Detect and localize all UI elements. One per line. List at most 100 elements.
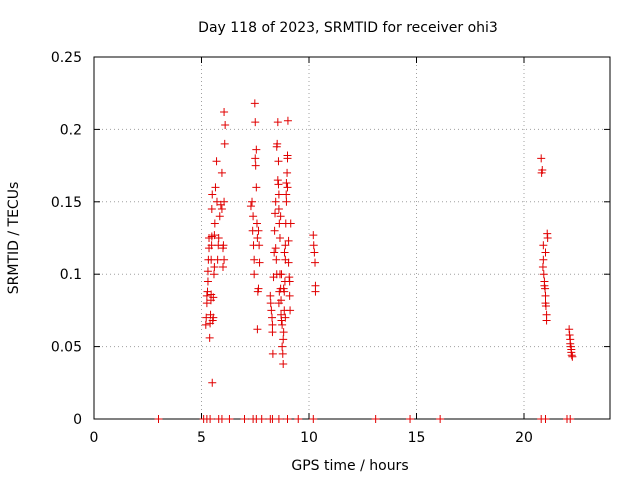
data-point	[537, 154, 546, 163]
data-point	[210, 219, 219, 228]
data-point	[279, 284, 288, 293]
data-point	[217, 168, 226, 177]
data-point	[250, 99, 259, 108]
data-point	[284, 236, 293, 245]
data-point	[309, 415, 318, 423]
data-point	[266, 291, 275, 300]
x-tick-label: 20	[515, 430, 533, 446]
data-point	[268, 328, 277, 337]
y-tick-label: 0.25	[51, 50, 82, 66]
data-point	[538, 262, 547, 271]
data-point	[272, 255, 281, 264]
data-point	[274, 205, 283, 214]
data-point	[219, 241, 228, 250]
x-tick-label: 5	[197, 430, 206, 446]
data-point	[217, 415, 226, 423]
data-point	[207, 205, 216, 214]
data-point	[254, 284, 263, 293]
data-point	[271, 244, 280, 253]
data-point	[543, 234, 552, 242]
data-point	[310, 248, 319, 257]
data-point	[539, 241, 548, 250]
data-point	[154, 415, 163, 423]
data-point	[278, 349, 287, 358]
x-tick-label: 0	[90, 430, 99, 446]
data-point	[249, 212, 258, 221]
data-point	[219, 262, 227, 271]
data-point	[201, 320, 210, 329]
data-point	[309, 241, 318, 250]
data-point	[278, 320, 287, 329]
data-point	[283, 415, 292, 423]
data-point	[225, 415, 234, 423]
data-point	[541, 284, 550, 293]
data-point	[248, 197, 257, 206]
data-point	[273, 139, 282, 148]
data-point	[567, 351, 576, 360]
data-point	[267, 306, 276, 315]
data-point	[566, 415, 575, 423]
plot-frame	[93, 56, 611, 420]
data-point	[285, 291, 294, 300]
data-point	[220, 108, 229, 117]
data-point	[285, 277, 294, 286]
data-point	[220, 139, 229, 148]
data-point	[252, 145, 261, 154]
data-point	[273, 176, 282, 185]
data-point	[246, 202, 255, 211]
data-point	[208, 378, 217, 387]
data-point	[274, 415, 283, 423]
grid	[94, 57, 610, 419]
data-point	[281, 313, 290, 322]
data-point	[217, 205, 226, 214]
data-point	[282, 190, 291, 199]
data-point	[255, 241, 264, 250]
data-point	[203, 277, 212, 286]
data-point	[284, 258, 293, 267]
data-point	[542, 316, 551, 325]
data-point	[539, 270, 548, 279]
data-point	[283, 168, 292, 177]
data-point	[254, 226, 263, 235]
data-point	[251, 154, 260, 163]
x-tick-label: 15	[408, 430, 426, 446]
data-point	[209, 313, 218, 322]
data-point	[286, 306, 295, 315]
y-tick-label: 0.1	[60, 267, 82, 283]
data-point	[203, 267, 212, 276]
data-point	[406, 415, 415, 423]
data-point	[202, 313, 211, 322]
data-point	[270, 248, 279, 257]
x-tick-label: 10	[300, 430, 318, 446]
data-point	[279, 335, 288, 344]
data-point	[541, 291, 550, 300]
data-point	[253, 325, 262, 334]
data-point	[268, 320, 277, 329]
data-point	[311, 258, 320, 267]
data-point	[202, 291, 211, 300]
data-point	[281, 241, 290, 250]
data-point	[270, 226, 279, 235]
data-point	[209, 293, 218, 302]
y-tick-label: 0.2	[60, 122, 82, 138]
y-tick-labels: 0 0.05 0.1 0.15 0.2 0.25	[51, 50, 82, 428]
chart-title: Day 118 of 2023, SRMTID for receiver ohi…	[198, 20, 498, 36]
y-tick-label: 0	[73, 412, 82, 428]
y-tick-label: 0.15	[51, 195, 82, 211]
data-point	[209, 270, 218, 279]
data-point	[283, 151, 292, 160]
data-point	[282, 197, 291, 206]
axis-ticks	[93, 56, 610, 420]
data-point	[274, 299, 283, 308]
data-point	[274, 180, 283, 189]
data-point	[220, 255, 229, 264]
data-point	[255, 258, 264, 267]
data-point	[212, 157, 221, 166]
data-point	[205, 333, 214, 342]
data-point	[294, 415, 303, 423]
data-point	[273, 118, 282, 127]
data-point	[206, 415, 215, 423]
data-point	[309, 231, 318, 240]
data-point	[568, 352, 577, 361]
